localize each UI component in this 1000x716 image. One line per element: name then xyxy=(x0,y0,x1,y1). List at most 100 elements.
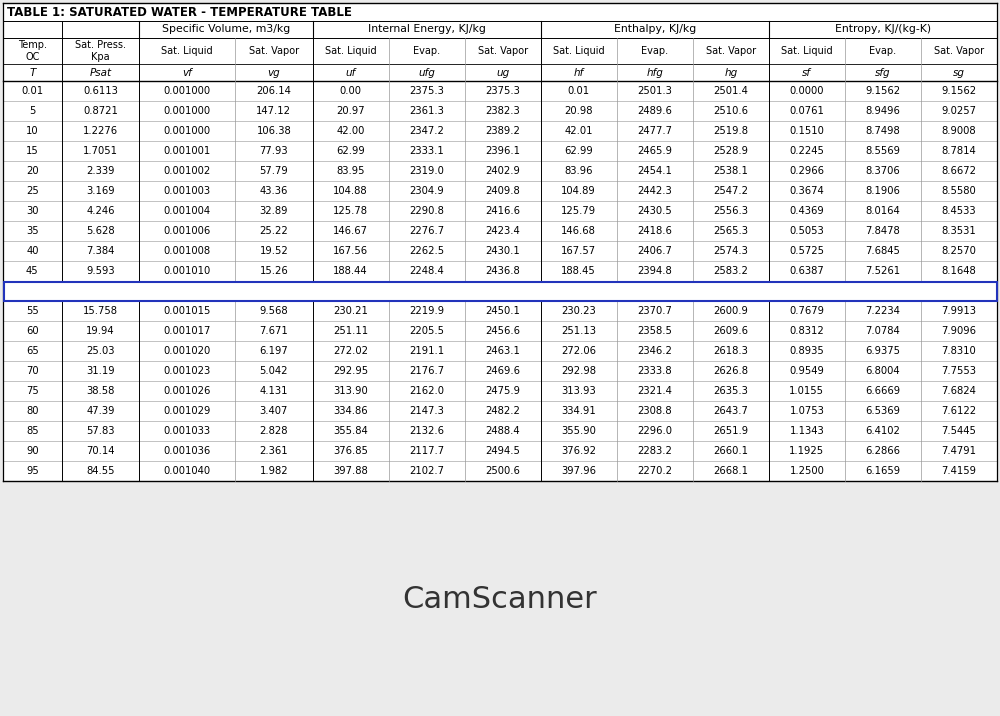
Text: 0.001015: 0.001015 xyxy=(163,306,211,316)
Text: 0.2966: 0.2966 xyxy=(789,166,824,176)
Text: 0.001001: 0.001001 xyxy=(163,146,211,156)
Text: 2248.4: 2248.4 xyxy=(409,266,444,276)
Text: 0.001000: 0.001000 xyxy=(164,126,211,136)
Text: vg: vg xyxy=(267,67,280,77)
Text: 2102.7: 2102.7 xyxy=(409,466,444,476)
Text: 20: 20 xyxy=(26,166,39,176)
Text: 2488.4: 2488.4 xyxy=(485,426,520,436)
Text: 0.0761: 0.0761 xyxy=(789,106,824,116)
Text: ug: ug xyxy=(496,67,509,77)
Text: 0.001017: 0.001017 xyxy=(163,326,211,336)
Text: 251.11: 251.11 xyxy=(333,326,368,336)
Text: 2430.5: 2430.5 xyxy=(637,206,672,216)
Text: 106.38: 106.38 xyxy=(256,126,291,136)
Text: 0.001026: 0.001026 xyxy=(163,386,211,396)
Text: 7.7553: 7.7553 xyxy=(941,366,976,376)
Text: 6.197: 6.197 xyxy=(259,346,288,356)
Text: 125.78: 125.78 xyxy=(333,206,368,216)
Text: Psat: Psat xyxy=(89,67,111,77)
Text: 8.5580: 8.5580 xyxy=(942,186,976,196)
Text: 2370.7: 2370.7 xyxy=(637,306,672,316)
Text: 2402.9: 2402.9 xyxy=(485,166,520,176)
Text: 188.44: 188.44 xyxy=(333,266,368,276)
Text: 7.9096: 7.9096 xyxy=(941,326,976,336)
Text: 355.84: 355.84 xyxy=(333,426,368,436)
Text: 1.1343: 1.1343 xyxy=(789,426,824,436)
Text: 80: 80 xyxy=(26,406,39,416)
Text: Entropy, KJ/(kg-K): Entropy, KJ/(kg-K) xyxy=(835,24,931,34)
Text: 2450.1: 2450.1 xyxy=(485,306,520,316)
Text: 25.03: 25.03 xyxy=(86,346,115,356)
Text: 2418.6: 2418.6 xyxy=(637,226,672,236)
Text: 2162.0: 2162.0 xyxy=(409,386,444,396)
Text: Sat. Liquid: Sat. Liquid xyxy=(161,46,213,56)
Text: 2500.6: 2500.6 xyxy=(485,466,520,476)
Text: 65: 65 xyxy=(26,346,39,356)
Text: 70: 70 xyxy=(26,366,39,376)
Text: sg: sg xyxy=(953,67,965,77)
Text: 2600.9: 2600.9 xyxy=(713,306,748,316)
Text: 8.9496: 8.9496 xyxy=(865,106,900,116)
Text: Temp.
OC: Temp. OC xyxy=(18,40,47,62)
Text: 2262.5: 2262.5 xyxy=(409,246,444,256)
Text: 376.92: 376.92 xyxy=(561,446,596,456)
Text: 2.361: 2.361 xyxy=(260,446,288,456)
Text: 2270.2: 2270.2 xyxy=(637,466,672,476)
Text: 0.001000: 0.001000 xyxy=(164,86,211,96)
Text: CamScanner: CamScanner xyxy=(403,585,597,614)
Text: 0.9549: 0.9549 xyxy=(789,366,824,376)
Text: 0.001012: 0.001012 xyxy=(161,286,213,296)
Text: 125.79: 125.79 xyxy=(561,206,596,216)
Text: 6.1659: 6.1659 xyxy=(865,466,900,476)
Text: 83.96: 83.96 xyxy=(564,166,593,176)
Text: 2583.2: 2583.2 xyxy=(713,266,748,276)
Text: 7.6845: 7.6845 xyxy=(865,246,900,256)
Text: 12.349: 12.349 xyxy=(81,286,120,296)
Text: 7.4791: 7.4791 xyxy=(941,446,976,456)
Text: 2556.3: 2556.3 xyxy=(713,206,748,216)
Text: 2574.3: 2574.3 xyxy=(713,246,748,256)
Text: hf: hf xyxy=(574,67,584,77)
Text: 2475.9: 2475.9 xyxy=(485,386,520,396)
Text: 397.96: 397.96 xyxy=(561,466,596,476)
Text: 2132.6: 2132.6 xyxy=(409,426,444,436)
Text: 2609.6: 2609.6 xyxy=(713,326,748,336)
Text: 2547.2: 2547.2 xyxy=(713,186,748,196)
Text: 7.6122: 7.6122 xyxy=(941,406,977,416)
Text: 8.0763: 8.0763 xyxy=(940,286,978,296)
Text: 2463.1: 2463.1 xyxy=(485,346,520,356)
Text: 2219.9: 2219.9 xyxy=(409,306,444,316)
Text: 12.03: 12.03 xyxy=(258,286,290,296)
Text: 6.2866: 6.2866 xyxy=(865,446,900,456)
Text: 2454.1: 2454.1 xyxy=(637,166,672,176)
Text: 2501.3: 2501.3 xyxy=(637,86,672,96)
Text: 7.8478: 7.8478 xyxy=(866,226,900,236)
Text: 2409.8: 2409.8 xyxy=(485,186,520,196)
Text: 38.58: 38.58 xyxy=(86,386,115,396)
Text: Sat. Vapor: Sat. Vapor xyxy=(706,46,756,56)
Text: 2382.3: 2382.3 xyxy=(485,106,520,116)
Text: 7.8310: 7.8310 xyxy=(942,346,976,356)
Text: 6.4102: 6.4102 xyxy=(865,426,900,436)
Text: 9.1562: 9.1562 xyxy=(865,86,900,96)
Text: 2565.3: 2565.3 xyxy=(713,226,748,236)
Text: 45: 45 xyxy=(26,266,39,276)
Text: 20.98: 20.98 xyxy=(564,106,593,116)
Text: 55: 55 xyxy=(26,306,39,316)
Text: 0.2245: 0.2245 xyxy=(789,146,824,156)
Text: 2668.1: 2668.1 xyxy=(713,466,748,476)
Text: hg: hg xyxy=(724,67,737,77)
Text: 42.00: 42.00 xyxy=(336,126,365,136)
Text: 10: 10 xyxy=(26,126,39,136)
Text: sfg: sfg xyxy=(875,67,891,77)
Text: 2494.5: 2494.5 xyxy=(485,446,520,456)
Text: 2528.9: 2528.9 xyxy=(713,146,748,156)
Text: 0.00: 0.00 xyxy=(340,86,362,96)
Text: 209.32: 209.32 xyxy=(331,286,370,296)
Text: 1.1925: 1.1925 xyxy=(789,446,824,456)
Text: 2358.5: 2358.5 xyxy=(637,326,672,336)
Text: 8.4533: 8.4533 xyxy=(942,206,976,216)
Text: 0.001029: 0.001029 xyxy=(163,406,211,416)
Text: 1.7051: 1.7051 xyxy=(83,146,118,156)
Text: 2660.1: 2660.1 xyxy=(713,446,748,456)
